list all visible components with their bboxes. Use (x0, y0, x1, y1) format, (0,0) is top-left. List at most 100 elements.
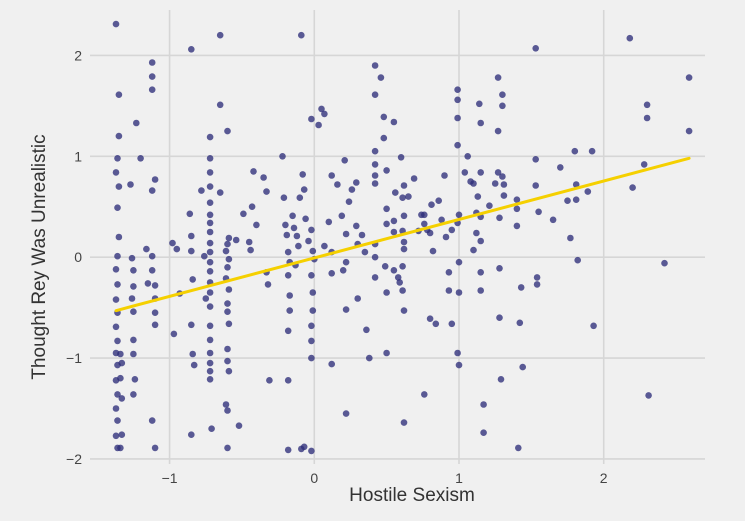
data-point (532, 156, 539, 163)
data-point (381, 263, 389, 270)
data-point (572, 181, 580, 188)
data-point (392, 189, 399, 196)
data-point (284, 446, 292, 454)
data-point (645, 392, 652, 399)
data-point (118, 431, 126, 439)
data-point (114, 391, 121, 398)
x-tick-label: 0 (310, 470, 318, 486)
data-point (112, 405, 120, 412)
data-point (429, 247, 437, 255)
data-point (532, 182, 539, 189)
data-point (206, 211, 214, 219)
data-point (499, 173, 506, 180)
data-point (499, 102, 506, 110)
data-point (286, 307, 294, 314)
data-point (661, 259, 668, 267)
data-point (328, 360, 336, 368)
data-point (455, 361, 463, 369)
data-point (366, 354, 373, 362)
data-point (361, 248, 369, 256)
y-tick-label: −2 (66, 451, 82, 467)
data-point (371, 253, 379, 261)
data-point (264, 281, 272, 288)
data-point (225, 367, 233, 375)
data-point (454, 349, 461, 357)
data-point (445, 269, 453, 276)
data-point (571, 147, 579, 155)
data-point (626, 34, 634, 42)
data-point (206, 376, 214, 383)
data-point (643, 114, 651, 122)
data-point (148, 187, 156, 194)
data-point (338, 212, 346, 220)
data-point (588, 147, 596, 155)
data-point (470, 246, 477, 254)
data-point (189, 276, 196, 283)
data-point (112, 296, 120, 303)
data-point (400, 245, 408, 253)
data-point (455, 258, 463, 266)
data-point (283, 231, 291, 239)
trend-line (114, 156, 691, 313)
data-point (435, 197, 443, 204)
data-point (112, 20, 120, 28)
data-point (445, 287, 453, 294)
data-point (282, 221, 289, 229)
data-point (225, 320, 233, 328)
data-point (118, 395, 126, 402)
y-axis-title: Thought Rey Was Unrealistic (29, 134, 50, 379)
data-point (454, 96, 461, 104)
data-point (137, 155, 144, 162)
data-point (308, 226, 315, 234)
data-point (206, 359, 214, 367)
data-point (235, 422, 243, 430)
data-point (476, 100, 483, 108)
data-point (148, 267, 156, 274)
data-point (432, 320, 440, 328)
data-point (112, 432, 120, 440)
data-point (321, 110, 328, 118)
data-point (380, 134, 388, 142)
data-point (405, 193, 412, 200)
data-point (500, 192, 508, 199)
data-point (371, 172, 379, 179)
data-point (470, 180, 477, 187)
data-point (305, 237, 312, 245)
data-point (438, 216, 445, 224)
data-point (477, 287, 485, 294)
data-point (118, 359, 126, 367)
data-point (130, 350, 137, 358)
data-point (342, 410, 350, 417)
data-point (477, 169, 485, 176)
data-point (115, 91, 123, 98)
data-point (513, 205, 521, 213)
data-point (399, 263, 406, 270)
data-point (148, 252, 156, 260)
data-point (224, 127, 231, 135)
data-point (480, 429, 487, 437)
data-point (284, 272, 292, 279)
data-point (426, 315, 434, 323)
data-point (515, 444, 522, 452)
data-point (390, 228, 398, 236)
data-point (567, 234, 574, 242)
data-point (190, 361, 198, 369)
data-point (133, 119, 140, 127)
data-point (114, 417, 121, 424)
data-point (318, 105, 325, 113)
data-point (371, 180, 379, 187)
data-point (201, 252, 208, 260)
data-point (224, 444, 231, 452)
data-point (206, 219, 214, 227)
data-point (383, 167, 390, 174)
data-point (371, 161, 379, 168)
data-point (224, 407, 231, 414)
data-point (188, 247, 195, 255)
data-point (206, 303, 214, 310)
data-point (296, 194, 304, 201)
data-point (564, 197, 571, 204)
data-point (300, 186, 308, 193)
data-point (293, 232, 301, 240)
data-point (114, 204, 121, 211)
data-point (206, 199, 214, 206)
